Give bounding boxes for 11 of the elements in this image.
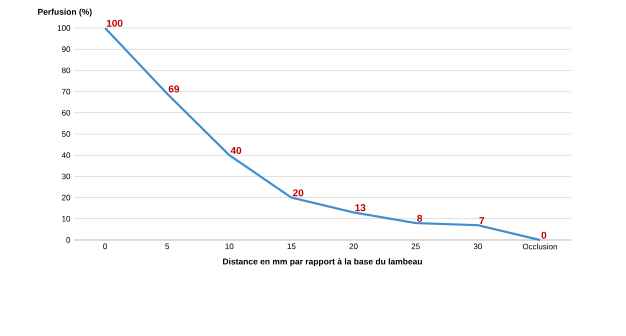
data-label: 8	[417, 214, 422, 222]
data-label: 0	[542, 232, 546, 239]
y-axis-title: Perfusion (%)	[38, 8, 92, 16]
data-label: 20	[292, 189, 304, 196]
data-label: 13	[355, 204, 366, 212]
data-label: 69	[168, 85, 180, 93]
data-label: 40	[230, 146, 242, 154]
data-label: 7	[479, 217, 484, 224]
line-series	[104, 26, 542, 242]
data-label: 100	[106, 20, 122, 27]
x-axis-title: Distance en mm par rapport à la base du lambeau	[223, 258, 422, 266]
